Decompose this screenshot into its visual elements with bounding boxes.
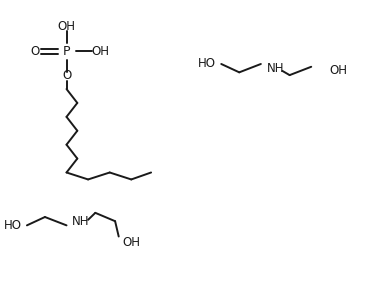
- Text: OH: OH: [329, 64, 347, 78]
- Text: HO: HO: [198, 58, 216, 71]
- Text: O: O: [30, 45, 39, 58]
- Text: OH: OH: [58, 20, 76, 33]
- Text: P: P: [63, 45, 70, 58]
- Text: OH: OH: [122, 235, 140, 249]
- Text: O: O: [62, 69, 71, 82]
- Text: HO: HO: [4, 219, 22, 232]
- Text: NH: NH: [266, 62, 284, 75]
- Text: OH: OH: [92, 45, 110, 58]
- Text: NH: NH: [72, 215, 90, 228]
